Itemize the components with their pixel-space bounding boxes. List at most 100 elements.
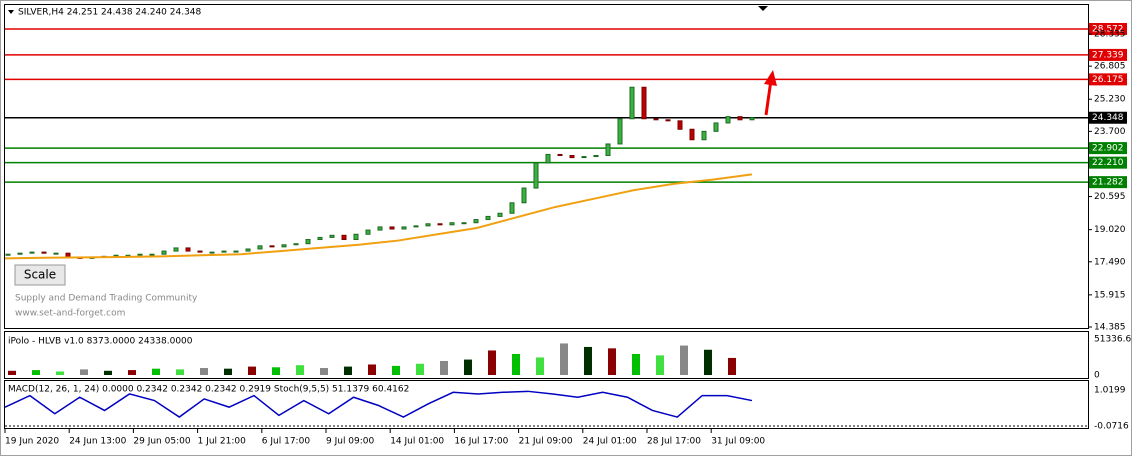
candle	[41, 251, 47, 254]
price-tick-label: 25.230	[1094, 95, 1126, 105]
oscillator-axis-label: 1.0199	[1094, 386, 1126, 396]
volume-bar	[416, 363, 424, 375]
candle	[245, 248, 251, 252]
candle	[29, 251, 35, 254]
candle	[221, 250, 227, 253]
level-label: 22.210	[1092, 158, 1124, 168]
volume-pane	[4, 331, 1089, 379]
time-label: 31 Jul 09:00	[711, 437, 765, 447]
volume-bar	[728, 357, 736, 375]
price-tick-label: 17.490	[1094, 257, 1126, 267]
price-tick-label: 28.335	[1094, 30, 1126, 40]
arrow-head	[764, 70, 777, 86]
time-label: 6 Jul 17:00	[262, 437, 311, 447]
volume-bar	[32, 370, 40, 375]
candle	[233, 250, 239, 253]
candle	[389, 226, 395, 230]
time-label: 21 Jul 09:00	[519, 437, 573, 447]
candle	[173, 247, 179, 252]
candle	[437, 223, 443, 226]
level-tag	[1089, 156, 1127, 169]
candle	[365, 229, 371, 235]
candle	[677, 120, 683, 130]
volume-bar	[392, 365, 400, 375]
main-pane	[4, 4, 1089, 329]
oscillator-label: MACD(12, 26, 1, 24) 0.0000 0.2342 0.2342…	[8, 385, 409, 395]
price-tick-label: 14.385	[1094, 323, 1126, 333]
time-label: 19 Jun 2020	[5, 437, 59, 447]
candle	[137, 253, 143, 256]
volume-bar	[464, 359, 472, 375]
volume-label: iPolo - HLVB v1.0 8373.0000 24338.0000	[8, 337, 193, 347]
volume-bar	[512, 353, 520, 375]
candle	[581, 156, 587, 159]
level-label: 28.572	[1092, 25, 1124, 35]
candle	[353, 233, 359, 241]
oscillator-pane	[4, 380, 1089, 429]
candle	[161, 250, 167, 255]
time-label: 14 Jul 01:00	[390, 437, 444, 447]
volume-bar	[152, 368, 160, 375]
volume-bar	[80, 369, 88, 375]
level-tag	[1089, 23, 1127, 36]
volume-bar	[320, 367, 328, 375]
volume-bar	[560, 343, 568, 375]
candle	[701, 130, 707, 141]
candle	[617, 118, 623, 145]
volume-bar	[584, 346, 592, 375]
time-label: 29 Jun 05:00	[133, 437, 190, 447]
candle	[521, 187, 527, 204]
symbol-header: SILVER,H4 24.251 24.438 24.240 24.348	[18, 8, 202, 18]
shift-marker	[758, 6, 768, 11]
watermark: Supply and Demand Trading Community	[15, 294, 198, 304]
volume-axis-label: 51336.6	[1094, 335, 1131, 345]
candle	[17, 252, 23, 255]
candle	[509, 202, 515, 214]
level-label: 21.282	[1092, 178, 1124, 188]
candle	[149, 253, 155, 256]
level-label: 22.902	[1092, 144, 1124, 154]
time-label: 1 Jul 21:00	[198, 437, 247, 447]
candle	[485, 215, 491, 221]
candle	[401, 226, 407, 230]
candle	[269, 245, 275, 248]
candle	[641, 86, 647, 120]
time-label: 9 Jul 09:00	[326, 437, 375, 447]
candle	[737, 116, 743, 121]
time-label: 24 Jul 01:00	[583, 437, 637, 447]
price-tick-label: 20.595	[1094, 192, 1126, 202]
candle	[533, 162, 539, 189]
candle	[341, 234, 347, 241]
candle	[629, 86, 635, 120]
level-tag	[1089, 48, 1127, 61]
scale-button-label[interactable]: Scale	[24, 268, 56, 282]
candle	[305, 239, 311, 245]
candle	[461, 222, 467, 225]
scale-button[interactable]	[14, 264, 66, 286]
volume-bar	[296, 365, 304, 375]
arrow-shaft	[764, 79, 773, 116]
volume-bar	[104, 370, 112, 375]
volume-bar	[704, 349, 712, 375]
candle	[557, 153, 563, 157]
candle	[605, 143, 611, 157]
oscillator-axis-label: -0.0716	[1094, 422, 1129, 432]
moving-average	[4, 173, 753, 260]
candle	[293, 243, 299, 246]
volume-bar	[344, 366, 352, 375]
candle	[593, 155, 599, 158]
volume-bar	[368, 364, 376, 375]
level-tag	[1089, 142, 1127, 155]
candle	[725, 116, 731, 124]
price-tick-label: 26.805	[1094, 62, 1126, 72]
volume-bar	[56, 371, 64, 375]
candle	[329, 234, 335, 238]
candle	[53, 252, 59, 255]
volume-bar	[440, 360, 448, 375]
price-tick-label: 23.700	[1094, 127, 1126, 137]
candle	[257, 245, 263, 250]
candle	[425, 223, 431, 227]
volume-bar	[248, 366, 256, 375]
